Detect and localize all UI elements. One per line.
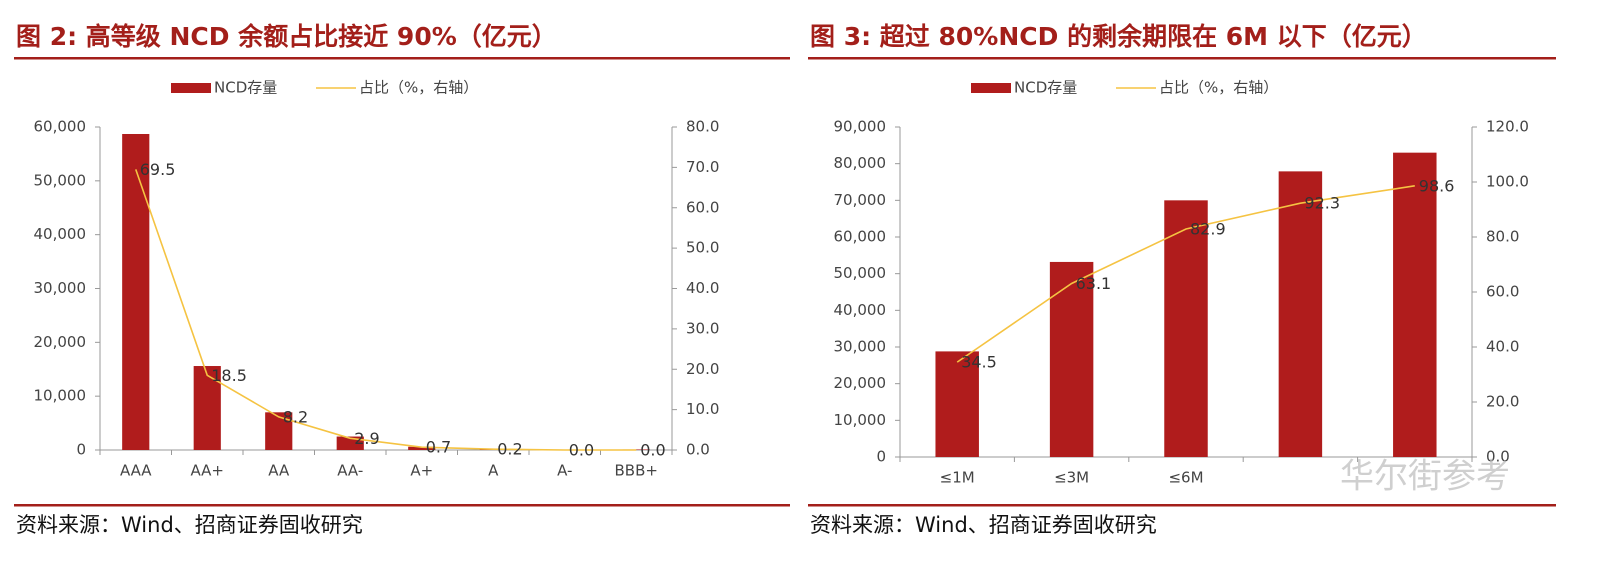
y-tick-label: 20,000 [834,374,887,392]
data-label: 92.3 [1304,194,1340,213]
legend-swatch [171,83,211,93]
x-tick-label: A+ [410,462,433,480]
y2-tick-label: 80.0 [686,118,719,136]
watermark: 华尔街参考 [1340,457,1510,497]
y-tick-label: 0 [876,448,886,466]
y2-tick-label: 30.0 [686,319,719,337]
data-label: 82.9 [1190,220,1226,239]
y2-tick-label: 70.0 [686,158,719,176]
source: 资料来源：Wind、招商证券固收研究 [16,513,363,537]
data-label: 98.6 [1419,176,1455,195]
legend-label: NCD存量 [1014,79,1077,97]
bar [122,133,150,450]
bar [935,351,979,457]
bar [265,412,293,450]
legend-label: 占比（%，右轴） [1159,79,1278,97]
x-tick-label: AA- [337,462,363,480]
line [956,185,1415,363]
legend-label: NCD存量 [214,79,277,97]
source: 资料来源：Wind、招商证券固收研究 [810,513,1157,537]
y2-tick-label: 100.0 [1486,173,1529,191]
data-label: 63.1 [1076,274,1112,293]
y-tick-label: 70,000 [834,191,887,209]
data-label: 2.9 [354,429,379,448]
title-rule [808,57,1556,60]
y-tick-label: 0 [76,441,86,459]
y2-tick-label: 10.0 [686,400,719,418]
y-tick-label: 30,000 [34,279,87,297]
y-tick-label: 40,000 [34,225,87,243]
chart-title: 图 3: 超过 80%NCD 的剩余期限在 6M 以下（亿元） [810,22,1427,51]
bar [1393,152,1437,457]
y-tick-label: 80,000 [834,154,887,172]
y2-tick-label: 0.0 [686,441,710,459]
y2-tick-label: 60.0 [1486,283,1519,301]
x-tick-label: AA [268,462,290,480]
data-label: 69.5 [140,160,176,179]
bar [1049,261,1094,457]
y-tick-label: 10,000 [834,411,887,429]
y2-tick-label: 60.0 [686,198,719,216]
bar [1164,200,1208,458]
data-label: 8.2 [283,407,308,426]
x-tick-label: ≤6M [1168,469,1203,487]
y2-tick-label: 80.0 [1486,228,1519,246]
x-tick-label: A- [557,462,572,480]
line [134,169,637,451]
legend-label: 占比（%，右轴） [359,79,478,97]
title-rule [14,57,790,60]
y2-tick-label: 50.0 [686,239,719,257]
y-tick-label: 40,000 [834,301,887,319]
data-label: 34.5 [961,353,997,372]
source-rule [14,504,790,507]
x-tick-label: ≤1M [940,469,975,487]
y-tick-label: 20,000 [34,333,87,351]
chart-title: 图 2: 高等级 NCD 余额占比接近 90%（亿元） [16,22,557,51]
y2-tick-label: 20.0 [686,360,719,378]
y-tick-label: 50,000 [834,264,887,282]
bar [1278,171,1323,457]
y2-tick-label: 0.0 [1486,448,1510,466]
x-tick-label: ≤3M [1054,469,1089,487]
y-tick-label: 60,000 [34,118,87,136]
y-tick-label: 60,000 [834,228,887,246]
y2-tick-label: 120.0 [1486,118,1529,136]
data-label: 0.2 [497,440,522,459]
y-tick-label: 30,000 [834,338,887,356]
source-rule [808,504,1556,507]
bar [408,446,436,450]
y-tick-label: 50,000 [34,171,87,189]
x-tick-label: AAA [120,462,152,480]
x-tick-label: AA+ [190,462,224,480]
legend-swatch [971,83,1011,93]
x-tick-label: A [488,462,499,480]
data-label: 0.7 [426,438,451,457]
data-label: 0.0 [569,441,594,460]
data-label: 0.0 [640,441,665,460]
data-label: 18.5 [211,366,247,385]
y2-tick-label: 20.0 [1486,393,1519,411]
x-tick-label: BBB+ [615,462,658,480]
y-tick-label: 10,000 [34,387,87,405]
y-tick-label: 90,000 [834,118,887,136]
y2-tick-label: 40.0 [686,279,719,297]
y2-tick-label: 40.0 [1486,338,1519,356]
